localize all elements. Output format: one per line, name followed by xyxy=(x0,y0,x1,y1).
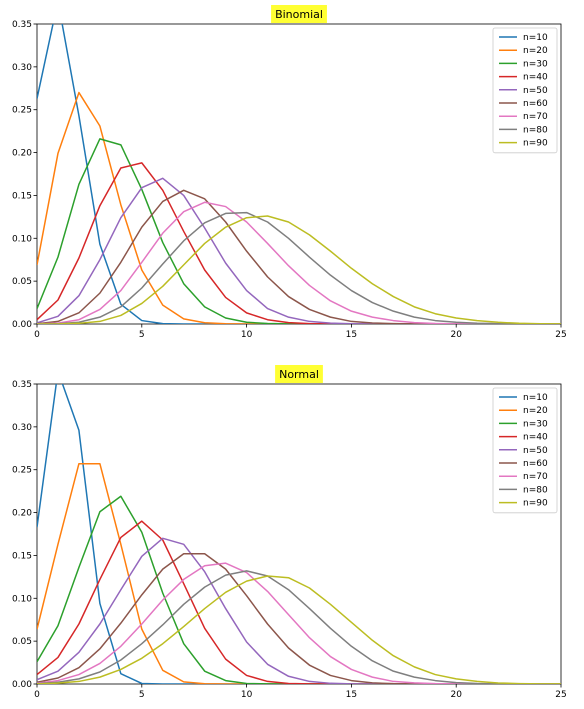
y-tick-label: 0.05 xyxy=(12,637,32,647)
series-line-n-20 xyxy=(37,91,561,324)
y-tick-label: 0.00 xyxy=(12,320,32,330)
legend-label: n=50 xyxy=(523,446,548,456)
legend-label: n=30 xyxy=(523,419,548,429)
legend-label: n=40 xyxy=(523,433,548,443)
x-tick-label: 20 xyxy=(450,330,462,340)
x-tick-label: 0 xyxy=(34,330,40,340)
series-line-n-20 xyxy=(37,462,561,684)
x-tick-label: 10 xyxy=(241,690,253,700)
y-tick-label: 0.20 xyxy=(12,149,32,159)
series-line-n-30 xyxy=(37,495,561,684)
y-tick-label: 0.10 xyxy=(12,594,32,604)
title-highlight xyxy=(275,365,323,383)
y-tick-label: 0.15 xyxy=(12,191,32,201)
y-tick-label: 0.05 xyxy=(12,277,32,287)
legend-label: n=20 xyxy=(523,46,548,56)
x-tick-label: 10 xyxy=(241,330,253,340)
series-line-n-80 xyxy=(37,211,561,324)
series-line-n-10 xyxy=(37,384,561,684)
legend-label: n=80 xyxy=(523,485,548,495)
y-tick-label: 0.25 xyxy=(12,466,32,476)
title-highlight xyxy=(271,5,327,23)
y-tick-label: 0.15 xyxy=(12,551,32,561)
series-line-n-80 xyxy=(37,570,561,684)
legend: n=10 n=20 n=30 n=40 n=50 n=60 n=70 n=80 n=90 xyxy=(492,387,558,514)
series-line-n-70 xyxy=(37,201,561,324)
chart-1: Binomial 0.00 0.05 0.10 0.15 0.20 0.25 0.30 0.35… xyxy=(12,5,567,340)
legend: n=10 n=20 n=30 n=40 n=50 n=60 n=70 n=80 n=90 xyxy=(492,27,558,154)
series-line-n-90 xyxy=(37,575,561,684)
legend-label: n=10 xyxy=(523,393,548,403)
series-line-n-30 xyxy=(37,138,561,324)
series-line-n-90 xyxy=(37,215,561,324)
y-tick-label: 0.00 xyxy=(12,680,32,690)
chart-2: Normal 0.00 0.05 0.10 0.15 0.20 0.25 0.30 0.35 0 5… xyxy=(12,365,567,700)
x-tick-label: 20 xyxy=(450,690,462,700)
legend-label: n=60 xyxy=(523,99,548,109)
series-line-n-10 xyxy=(37,24,561,324)
y-tick-label: 0.25 xyxy=(12,106,32,116)
y-tick-label: 0.10 xyxy=(12,234,32,244)
series-line-n-40 xyxy=(37,520,561,684)
series-line-n-60 xyxy=(37,189,561,324)
y-tick-label: 0.35 xyxy=(12,380,32,390)
series-line-n-50 xyxy=(37,537,561,684)
x-tick-label: 25 xyxy=(555,330,566,340)
series-group xyxy=(37,24,561,324)
series-line-n-60 xyxy=(37,552,561,684)
legend-label: n=40 xyxy=(523,73,548,83)
legend-box xyxy=(492,27,558,154)
chart-title: Normal xyxy=(279,368,319,381)
legend-label: n=90 xyxy=(523,139,548,149)
x-tick-label: 5 xyxy=(139,330,145,340)
legend-label: n=20 xyxy=(523,406,548,416)
legend-label: n=10 xyxy=(523,33,548,43)
series-line-n-50 xyxy=(37,177,561,324)
y-tick-label: 0.30 xyxy=(12,63,32,73)
y-tick-label: 0.20 xyxy=(12,509,32,519)
legend-label: n=60 xyxy=(523,459,548,469)
series-group xyxy=(37,384,561,684)
legend-label: n=50 xyxy=(523,86,548,96)
legend-label: n=70 xyxy=(523,472,548,482)
legend-label: n=80 xyxy=(523,125,548,135)
x-tick-label: 0 xyxy=(34,690,40,700)
x-tick-label: 15 xyxy=(346,690,357,700)
x-tick-label: 5 xyxy=(139,690,145,700)
legend-label: n=70 xyxy=(523,112,548,122)
plot-frame xyxy=(36,383,562,685)
legend-label: n=30 xyxy=(523,59,548,69)
legend-box xyxy=(492,387,558,514)
x-tick-label: 25 xyxy=(555,690,566,700)
legend-label: n=90 xyxy=(523,499,548,509)
y-tick-label: 0.30 xyxy=(12,423,32,433)
plot-frame xyxy=(36,23,562,325)
y-tick-label: 0.35 xyxy=(12,20,32,30)
series-line-n-40 xyxy=(37,162,561,324)
chart-title: Binomial xyxy=(275,8,323,21)
x-tick-label: 15 xyxy=(346,330,357,340)
